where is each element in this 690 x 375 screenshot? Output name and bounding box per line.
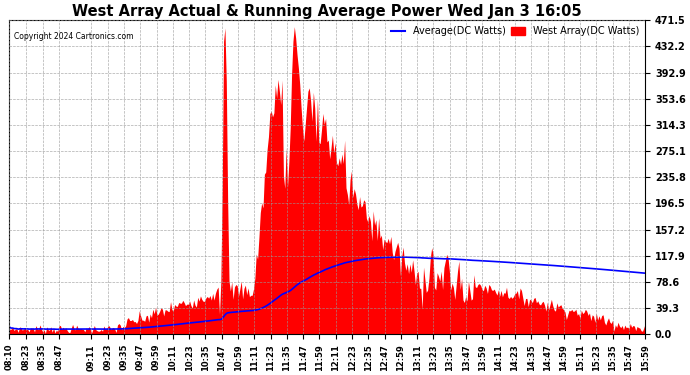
Legend: Average(DC Watts), West Array(DC Watts): Average(DC Watts), West Array(DC Watts) [390,25,640,37]
Text: Copyright 2024 Cartronics.com: Copyright 2024 Cartronics.com [14,32,133,41]
Title: West Array Actual & Running Average Power Wed Jan 3 16:05: West Array Actual & Running Average Powe… [72,4,582,19]
